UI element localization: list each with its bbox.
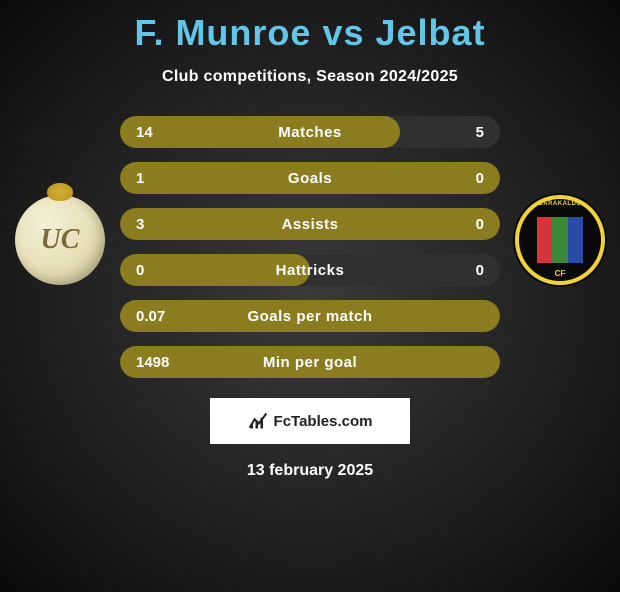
page-title: F. Munroe vs Jelbat xyxy=(0,12,620,54)
right-badge-column: BARAKALDO CF xyxy=(500,126,620,378)
vs-text: vs xyxy=(322,12,364,53)
stat-label-mpg: Min per goal xyxy=(120,346,500,378)
stat-label-matches: Matches xyxy=(120,116,500,148)
stat-row-matches: 14Matches5 xyxy=(120,116,500,148)
chart-icon xyxy=(248,411,268,431)
stat-label-hattricks: Hattricks xyxy=(120,254,500,286)
right-club-badge: BARAKALDO CF xyxy=(515,195,605,285)
player-left-name: F. Munroe xyxy=(134,12,311,53)
stat-right-value-goals: 0 xyxy=(476,162,484,194)
right-badge-arc-text: BARAKALDO xyxy=(519,201,601,207)
stat-right-value-hattricks: 0 xyxy=(476,254,484,286)
date-text: 13 february 2025 xyxy=(0,462,620,480)
left-badge-column xyxy=(0,126,120,378)
comparison-panel: 14Matches51Goals03Assists00Hattricks00.0… xyxy=(0,116,620,378)
left-club-badge xyxy=(15,195,105,285)
stat-row-goals: 1Goals0 xyxy=(120,162,500,194)
stat-label-gpm: Goals per match xyxy=(120,300,500,332)
right-badge-cf-text: CF xyxy=(519,269,601,278)
stat-right-value-matches: 5 xyxy=(476,116,484,148)
stat-row-gpm: 0.07Goals per match xyxy=(120,300,500,332)
stat-label-assists: Assists xyxy=(120,208,500,240)
stats-bars: 14Matches51Goals03Assists00Hattricks00.0… xyxy=(120,116,500,378)
player-right-name: Jelbat xyxy=(376,12,486,53)
left-shadow-ellipse xyxy=(10,126,110,150)
subtitle: Club competitions, Season 2024/2025 xyxy=(0,68,620,86)
stat-row-assists: 3Assists0 xyxy=(120,208,500,240)
stat-label-goals: Goals xyxy=(120,162,500,194)
attribution-text: FcTables.com xyxy=(274,413,373,430)
right-shadow-ellipse xyxy=(510,126,610,150)
right-badge-stripes xyxy=(537,217,583,263)
attribution-badge: FcTables.com xyxy=(210,398,410,444)
stat-row-mpg: 1498Min per goal xyxy=(120,346,500,378)
stat-row-hattricks: 0Hattricks0 xyxy=(120,254,500,286)
right-badge-shield xyxy=(537,217,583,263)
stat-right-value-assists: 0 xyxy=(476,208,484,240)
